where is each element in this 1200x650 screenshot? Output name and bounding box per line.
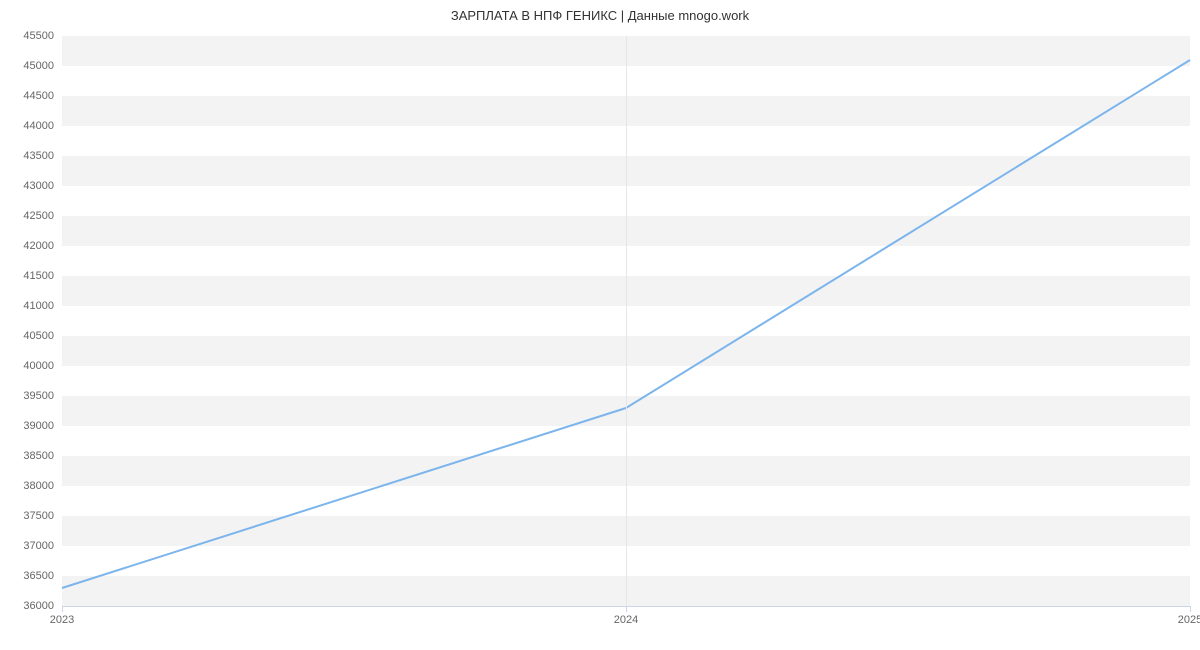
x-tick-label: 2023 <box>50 614 74 626</box>
y-tick-label: 38000 <box>23 480 54 492</box>
y-tick-label: 43000 <box>23 180 54 192</box>
y-tick-label: 41000 <box>23 300 54 312</box>
y-tick-label: 42500 <box>23 210 54 222</box>
y-tick-label: 45500 <box>23 30 54 42</box>
y-tick-label: 45000 <box>23 60 54 72</box>
x-tick-mark <box>1190 606 1191 612</box>
x-gridline <box>626 36 627 606</box>
x-tick-label: 2025 <box>1178 614 1200 626</box>
x-axis-line <box>62 606 1190 607</box>
chart-title: ЗАРПЛАТА В НПФ ГЕНИКС | Данные mnogo.wor… <box>0 8 1200 23</box>
plot-area: 3600036500370003750038000385003900039500… <box>62 36 1190 606</box>
y-tick-label: 37500 <box>23 510 54 522</box>
y-tick-label: 42000 <box>23 240 54 252</box>
y-tick-label: 44000 <box>23 120 54 132</box>
y-tick-label: 40500 <box>23 330 54 342</box>
y-tick-label: 43500 <box>23 150 54 162</box>
y-tick-label: 39500 <box>23 390 54 402</box>
y-tick-label: 38500 <box>23 450 54 462</box>
y-tick-label: 41500 <box>23 270 54 282</box>
y-tick-label: 36500 <box>23 570 54 582</box>
y-tick-label: 44500 <box>23 90 54 102</box>
y-tick-label: 37000 <box>23 540 54 552</box>
x-tick-label: 2024 <box>614 614 638 626</box>
y-tick-label: 36000 <box>23 600 54 612</box>
y-tick-label: 39000 <box>23 420 54 432</box>
y-tick-label: 40000 <box>23 360 54 372</box>
salary-line-chart: ЗАРПЛАТА В НПФ ГЕНИКС | Данные mnogo.wor… <box>0 0 1200 650</box>
